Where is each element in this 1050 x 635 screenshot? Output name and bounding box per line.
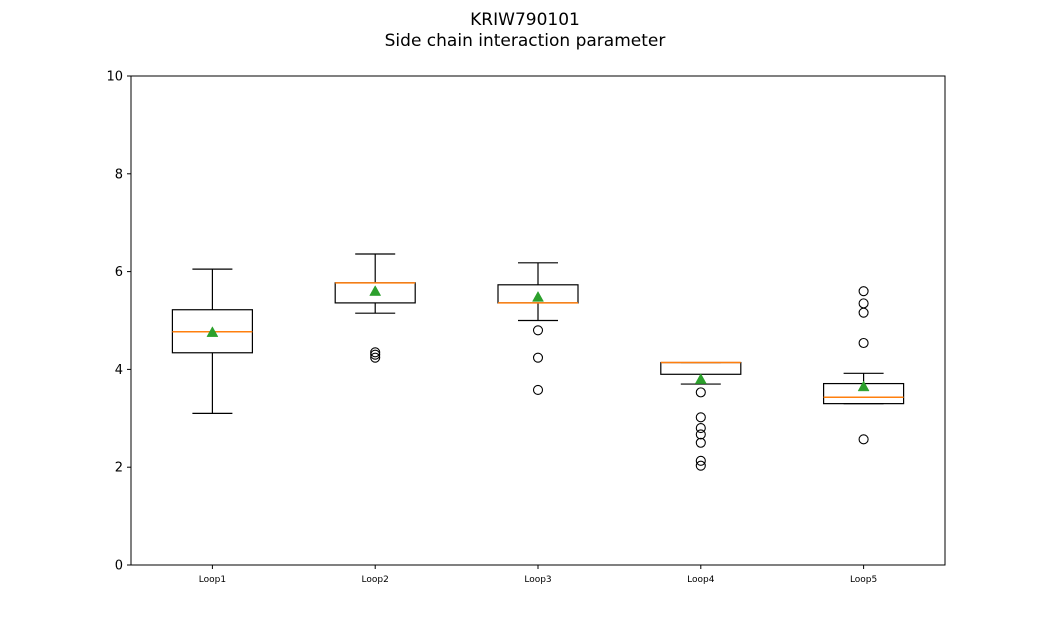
y-tick-label: 10	[106, 70, 123, 85]
mean-marker	[694, 373, 707, 384]
chart-subtitle: Side chain interaction parameter	[384, 31, 666, 51]
x-tick-label: Loop4	[687, 575, 715, 585]
outlier-point	[695, 423, 706, 434]
box-loop4	[660, 361, 742, 375]
y-tick-label: 2	[115, 461, 123, 476]
outlier-point	[858, 307, 869, 318]
y-tick-label: 0	[115, 559, 123, 574]
outlier-point	[532, 352, 544, 363]
outlier-point	[695, 387, 706, 398]
mean-marker	[532, 291, 544, 302]
outlier-point	[532, 384, 544, 395]
y-tick-label: 8	[115, 167, 123, 182]
outlier-point	[370, 352, 381, 363]
x-tick-label: Loop5	[850, 575, 877, 585]
outlier-point	[695, 455, 706, 466]
outlier-point	[858, 286, 869, 297]
outlier-point	[695, 412, 706, 423]
x-tick-label: Loop2	[362, 575, 389, 585]
x-tick-label: Loop3	[524, 575, 551, 585]
outlier-point	[695, 429, 706, 440]
mean-marker	[206, 326, 219, 337]
chart-title: KRIW790101	[470, 10, 580, 30]
outlier-point	[858, 337, 869, 349]
x-tick-label: Loop1	[199, 575, 226, 585]
outlier-point	[370, 347, 381, 358]
mean-marker	[857, 380, 870, 392]
y-tick-label: 4	[115, 363, 123, 378]
outlier-point	[858, 434, 869, 445]
mean-marker	[369, 285, 382, 296]
y-tick-label: 6	[115, 265, 123, 280]
outlier-point	[532, 325, 544, 336]
outlier-point	[695, 460, 706, 471]
outlier-point	[695, 437, 706, 448]
outlier-point	[370, 349, 381, 360]
outlier-point	[858, 298, 869, 309]
